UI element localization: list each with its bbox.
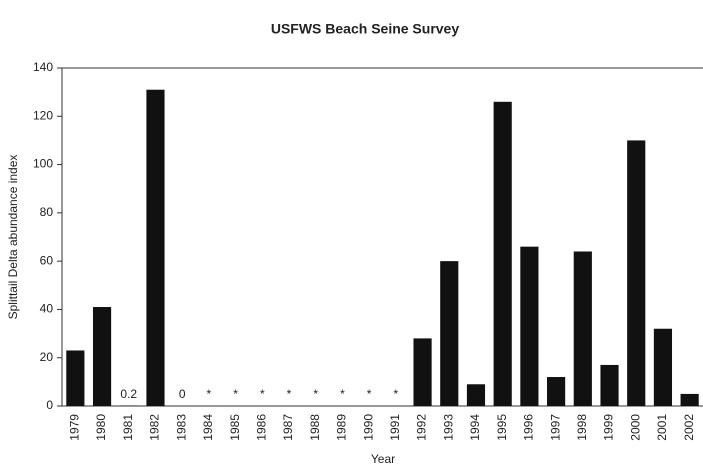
x-axis-label: Year: [371, 452, 395, 466]
value-label: 0.2: [120, 387, 137, 401]
y-tick-label: 100: [33, 157, 53, 171]
x-tick-label: 1995: [495, 414, 509, 441]
bar: [627, 140, 646, 406]
x-tick-label: 1989: [335, 414, 349, 441]
y-tick-label: 60: [40, 253, 54, 267]
bar: [466, 384, 486, 406]
x-tick-label: 1991: [388, 414, 402, 441]
x-tick-label: 1992: [415, 414, 429, 441]
x-tick-label: 1982: [148, 414, 162, 441]
bar: [573, 251, 592, 406]
x-tick-label: 1999: [602, 414, 616, 441]
bar: [413, 338, 432, 406]
y-tick-label: 80: [40, 205, 54, 219]
value-label: *: [340, 387, 345, 401]
x-tick-label: 1987: [281, 414, 295, 441]
x-tick-label: 2002: [682, 414, 696, 441]
x-tick-label: 1984: [201, 414, 215, 441]
value-label: 0: [179, 387, 186, 401]
bar: [653, 328, 673, 406]
bar: [547, 377, 566, 406]
y-tick-label: 0: [46, 398, 53, 412]
x-tick-label: 1979: [68, 414, 82, 441]
value-label: *: [367, 387, 372, 401]
x-tick-label: 1988: [308, 414, 322, 441]
x-tick-label: 1985: [228, 414, 242, 441]
x-tick-label: 2001: [655, 414, 669, 441]
x-tick-label: 1996: [522, 414, 536, 441]
y-tick-label: 20: [40, 350, 54, 364]
x-tick-label: 1997: [548, 414, 562, 441]
x-tick-label: 1998: [575, 414, 589, 441]
value-label: *: [287, 387, 292, 401]
bar: [146, 89, 165, 406]
x-tick-label: 1980: [94, 414, 108, 441]
value-label: *: [394, 387, 399, 401]
bar: [520, 246, 539, 406]
x-tick-label: 2000: [628, 414, 642, 441]
y-tick-label: 140: [33, 60, 53, 74]
y-tick-label: 120: [33, 108, 53, 122]
x-tick-label: 1983: [174, 414, 188, 441]
value-label: *: [313, 387, 318, 401]
x-tick-label: 1990: [361, 414, 375, 441]
x-tick-label: 1994: [468, 414, 482, 441]
bar: [600, 364, 619, 406]
x-tick-label: 1993: [441, 414, 455, 441]
y-tick-label: 40: [40, 302, 54, 316]
value-label: *: [233, 387, 238, 401]
y-axis-label: Splittail Delta abundance index: [6, 155, 20, 320]
bar: [66, 350, 85, 406]
bar: [92, 307, 112, 406]
value-label: *: [260, 387, 265, 401]
x-tick-label: 1981: [121, 414, 135, 441]
x-tick-label: 1986: [254, 414, 268, 441]
bar: [493, 101, 512, 407]
bar: [680, 393, 699, 406]
chart-title: USFWS Beach Seine Survey: [271, 21, 460, 37]
bar: [440, 261, 459, 406]
value-label: *: [207, 387, 212, 401]
